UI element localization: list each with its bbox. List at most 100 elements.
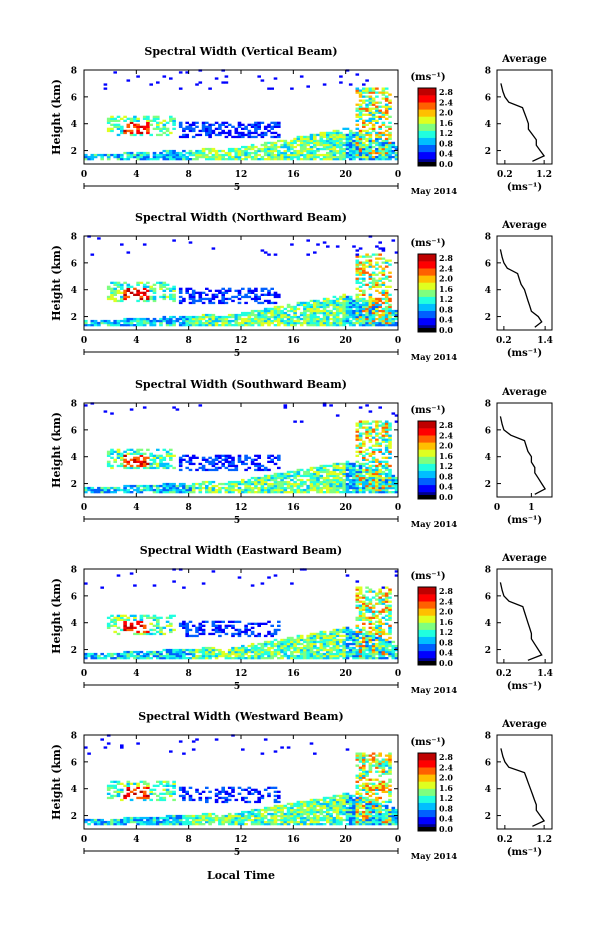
heatmap-cell <box>191 297 196 301</box>
heatmap-cell <box>293 648 297 652</box>
heatmap-cell <box>378 620 382 623</box>
heatmap-cell <box>332 640 337 644</box>
heatmap-cell <box>371 482 376 486</box>
heatmap-cell <box>381 324 386 327</box>
heatmap-cell <box>378 628 382 632</box>
heatmap-cell <box>250 317 255 321</box>
heatmap-cell <box>120 798 124 802</box>
colorbar-swatch <box>418 477 436 486</box>
heatmap-cell <box>182 823 186 826</box>
heatmap-cell <box>182 319 186 323</box>
heatmap-cell <box>316 155 320 159</box>
heatmap-cell <box>322 486 327 490</box>
heatmap-cell <box>221 486 225 490</box>
heatmap-cell <box>224 654 229 658</box>
heatmap-cell <box>342 297 346 301</box>
heatmap-cell <box>214 788 219 791</box>
x-tick-label: 12 <box>235 503 248 513</box>
heatmap-cell <box>227 792 232 795</box>
heatmap-cell <box>348 646 353 650</box>
heatmap-cell <box>178 814 183 818</box>
heatmap-cell <box>381 438 386 441</box>
heatmap-cell <box>384 299 389 303</box>
heatmap-cell <box>388 133 392 137</box>
heatmap-cell <box>113 622 117 625</box>
heatmap-cell <box>309 319 314 323</box>
heatmap-cell <box>250 135 255 139</box>
heatmap-cell <box>156 488 160 492</box>
heatmap-cell <box>244 630 248 634</box>
heatmap-cell <box>355 309 360 313</box>
heatmap-cell <box>126 780 131 783</box>
heatmap-cell <box>110 115 114 118</box>
heatmap-cell <box>322 468 327 472</box>
heatmap-cell <box>224 816 229 820</box>
heatmap-cell <box>169 820 173 824</box>
heatmap-cell <box>120 129 124 133</box>
heatmap-cell <box>277 149 281 153</box>
heatmap-cell <box>149 818 153 822</box>
heatmap-cell <box>185 127 189 130</box>
heatmap-cell <box>208 488 212 492</box>
heatmap-cell <box>384 297 389 301</box>
heatmap-cell <box>195 790 199 793</box>
heatmap-cell <box>378 590 382 593</box>
heatmap-cell <box>84 491 88 494</box>
heatmap-cell <box>299 646 304 650</box>
heatmap-cell <box>169 131 173 135</box>
heatmap-cell <box>303 480 307 484</box>
heatmap-cell <box>391 486 396 490</box>
heatmap-cell <box>113 458 117 461</box>
panel-title: Spectral Width (Westward Beam) <box>138 710 343 723</box>
heatmap-cell <box>218 652 222 656</box>
heatmap-cell <box>371 460 376 463</box>
heatmap-cell <box>149 324 153 327</box>
heatmap-cell <box>198 81 203 84</box>
heatmap-cell <box>178 482 183 486</box>
heatmap-cell <box>358 99 363 102</box>
heatmap-cell <box>120 243 124 246</box>
heatmap-cell <box>231 458 235 461</box>
heatmap-cell <box>375 610 379 613</box>
heatmap-cell <box>250 808 255 812</box>
heatmap-cell <box>116 464 121 468</box>
heatmap-cell <box>126 818 131 822</box>
heatmap-cell <box>322 640 327 644</box>
heatmap-cell <box>120 488 124 492</box>
heatmap-cell <box>208 155 212 159</box>
heatmap-cell <box>234 818 239 822</box>
heatmap-cell <box>313 139 317 143</box>
heatmap-cell <box>185 158 189 161</box>
heatmap-cell <box>277 491 281 494</box>
heatmap-cell <box>129 818 134 822</box>
heatmap-cell <box>335 141 340 145</box>
heatmap-cell <box>260 133 265 137</box>
heatmap-cell <box>358 289 363 292</box>
heatmap-cell <box>156 626 160 629</box>
heatmap-cell <box>208 657 212 660</box>
heatmap-cell <box>277 488 281 492</box>
heatmap-cell <box>198 650 203 654</box>
heatmap-cell <box>378 109 382 112</box>
heatmap-cell <box>362 109 366 112</box>
heatmap-cell <box>381 307 386 311</box>
heatmap-cell <box>191 324 196 327</box>
heatmap-cell <box>195 650 199 654</box>
heatmap-cell <box>316 324 320 327</box>
heatmap-cell <box>211 486 216 490</box>
heatmap-cell <box>339 147 343 151</box>
heatmap-cell <box>384 596 389 599</box>
heatmap-cell <box>185 121 189 124</box>
heatmap-cell <box>185 460 189 463</box>
heatmap-cell <box>381 640 386 644</box>
heatmap-cell <box>133 816 137 820</box>
heatmap-cell <box>316 315 320 319</box>
heatmap-cell <box>286 305 291 309</box>
heatmap-cell <box>159 151 163 155</box>
heatmap-cell <box>394 313 399 317</box>
colorbar-swatch <box>418 102 436 110</box>
heatmap-cell <box>188 816 193 820</box>
heatmap-cell <box>371 474 376 478</box>
heatmap-cell <box>316 309 320 313</box>
heatmap-cell <box>335 646 340 650</box>
